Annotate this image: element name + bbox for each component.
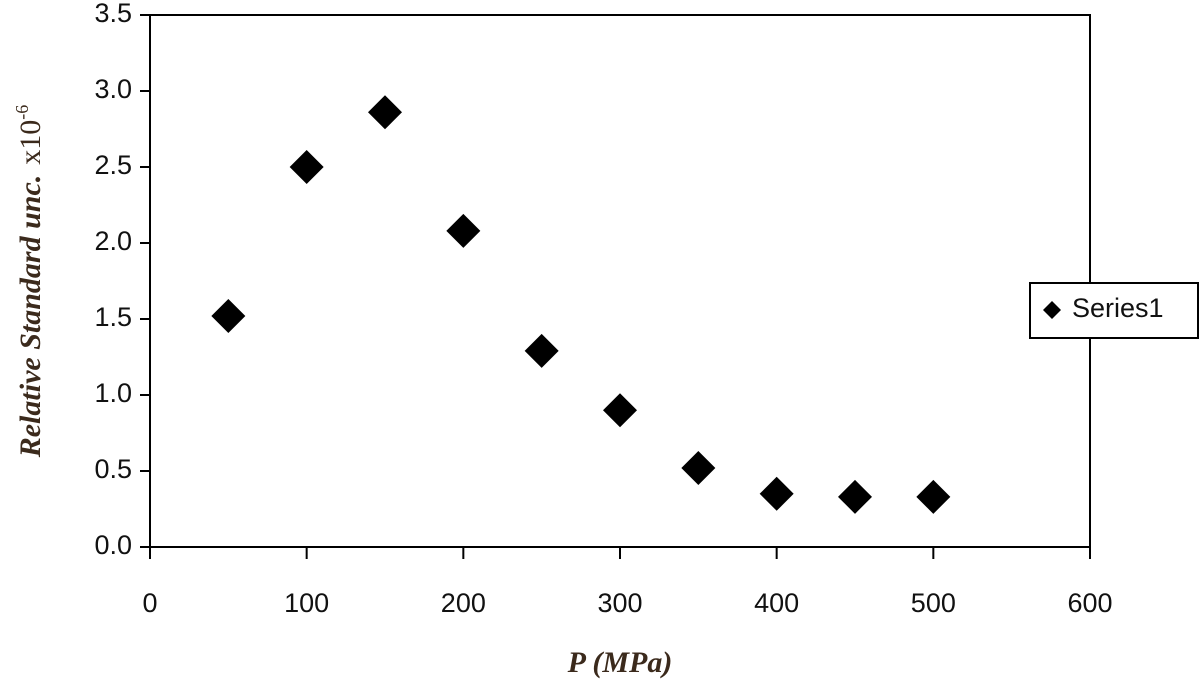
plot-frame — [149, 14, 1091, 548]
x-axis-label: P (MPa) — [567, 646, 673, 679]
point — [681, 450, 716, 485]
y-tick-label: 2.5 — [94, 150, 132, 180]
x-tick-label: 500 — [911, 588, 956, 618]
x-tick-label: 300 — [597, 588, 642, 618]
point — [838, 479, 872, 514]
point — [759, 476, 794, 511]
y-tick-label: 1.0 — [94, 378, 132, 408]
y-axis-label-multiplier: x10 — [14, 120, 47, 165]
x-tick-label: 100 — [284, 588, 329, 618]
point — [603, 393, 637, 428]
point — [524, 333, 559, 368]
point — [916, 479, 951, 514]
y-axis-label: Relative Standard unc. x10-6 — [12, 105, 47, 459]
y-axis-label-exponent: -6 — [12, 105, 32, 120]
x-tick-label: 0 — [142, 588, 157, 618]
y-tick-label: 3.5 — [94, 0, 132, 28]
x-tick-label: 600 — [1067, 588, 1112, 618]
legend-marker — [1043, 301, 1061, 319]
legend-label: Series1 — [1072, 293, 1164, 323]
y-axis-label-text: Relative Standard unc. — [14, 175, 47, 459]
point — [289, 150, 324, 184]
x-tick-label: 200 — [441, 588, 486, 618]
y-tick-label: 0.0 — [94, 530, 132, 560]
point — [446, 213, 481, 248]
x-tick-label: 400 — [754, 588, 799, 618]
point — [211, 298, 246, 333]
point — [368, 95, 402, 130]
y-tick-label: 0.5 — [94, 454, 132, 484]
y-tick-label: 3.0 — [94, 74, 132, 104]
y-tick-label: 1.5 — [94, 302, 132, 332]
y-tick-label: 2.0 — [94, 226, 132, 256]
